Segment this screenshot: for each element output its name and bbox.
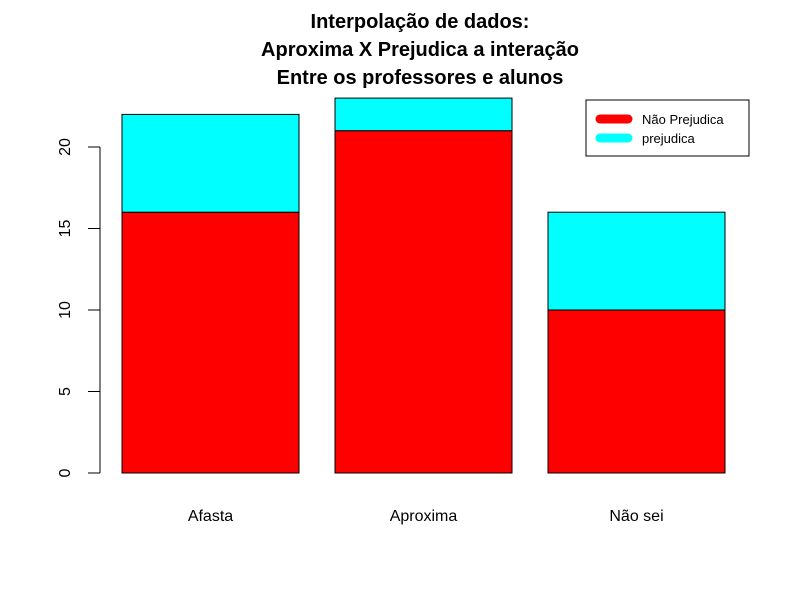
y-axis: 0 5 10 15 20 — [57, 138, 101, 477]
bar-segment-nao-prejudica — [334, 130, 513, 474]
legend-label: prejudica — [642, 131, 696, 146]
legend-box — [585, 99, 750, 157]
chart-title: Interpolação de dados: Aproxima X Prejudi… — [261, 11, 579, 89]
chart-title-line: Entre os professores e alunos — [277, 67, 564, 89]
y-tick-label: 10 — [57, 301, 74, 319]
chart-title-line: Interpolação de dados: — [311, 11, 530, 33]
legend-label: Não Prejudica — [642, 112, 724, 127]
bar-segment-prejudica — [547, 211, 726, 311]
y-tick-label: 15 — [57, 220, 74, 238]
x-axis-labels: Afasta Aproxima Não sei — [188, 508, 664, 525]
y-tick-label: 5 — [57, 387, 74, 396]
y-tick-label: 0 — [57, 468, 74, 477]
chart-title-line: Aproxima X Prejudica a interação — [261, 39, 579, 61]
bars — [121, 97, 726, 474]
category-label: Afasta — [188, 508, 233, 525]
bar-segment-prejudica — [121, 113, 300, 213]
legend: Não Prejudica prejudica — [585, 99, 750, 157]
bar-segment-nao-prejudica — [121, 211, 300, 474]
category-label: Não sei — [609, 508, 663, 525]
bar-segment-nao-prejudica — [547, 309, 726, 474]
category-label: Aproxima — [390, 508, 458, 525]
bar-segment-prejudica — [334, 97, 513, 132]
y-tick-label: 20 — [57, 138, 74, 156]
